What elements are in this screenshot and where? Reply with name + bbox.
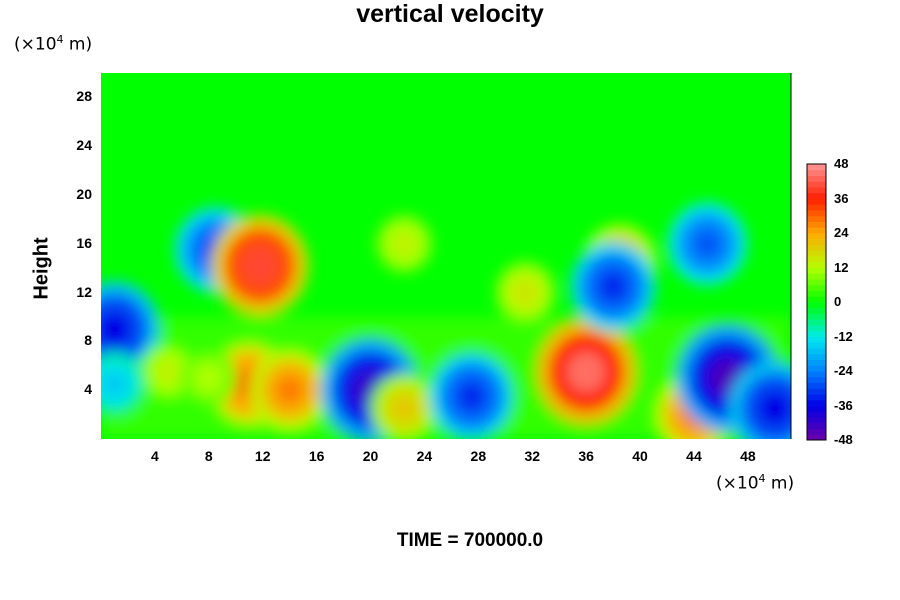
colorbar-level <box>807 233 826 240</box>
colorbar-level <box>807 353 826 360</box>
time-label: TIME = 700000.0 <box>396 530 544 551</box>
feature-core <box>103 372 126 396</box>
y-axis-unit: (×104 m) <box>14 33 93 55</box>
feature-core <box>393 232 416 255</box>
colorbar-level <box>807 302 826 309</box>
colorbar-level <box>807 405 826 412</box>
colorbar-level <box>807 307 826 314</box>
y-tick-label: 28 <box>76 88 92 105</box>
colorbar-level <box>807 428 826 435</box>
feature-core <box>567 351 606 393</box>
feature-core <box>514 280 537 305</box>
feature-core <box>597 269 629 304</box>
x-tick-label: 32 <box>524 448 541 464</box>
feature-core <box>274 374 305 406</box>
x-tick-label: 24 <box>416 448 433 464</box>
y-tick-label: 12 <box>76 283 92 300</box>
colorbar-tick-label: 48 <box>834 156 849 171</box>
colorbar-level <box>807 371 826 378</box>
colorbar-level <box>807 342 826 349</box>
colorbar-level <box>807 313 826 320</box>
colorbar-tick-label: -12 <box>834 328 853 344</box>
colorbar-level <box>807 204 826 211</box>
feature-core <box>391 395 417 422</box>
colorbar-level <box>807 221 826 228</box>
colorbar-level <box>807 359 826 366</box>
colorbar-level <box>807 394 826 401</box>
colorbar-tick-label: -24 <box>834 363 853 378</box>
plot-area <box>101 73 791 439</box>
colorbar <box>806 163 827 441</box>
x-axis-unit: (×104 m) <box>716 472 795 494</box>
colorbar-level <box>807 399 826 406</box>
feature-core <box>198 367 220 389</box>
colorbar-level <box>807 244 826 251</box>
colorbar-level <box>807 319 826 326</box>
colorbar-level <box>807 273 826 280</box>
feature-core <box>692 228 723 260</box>
colorbar-tick-label: -48 <box>834 432 853 447</box>
chart-title: vertical velocity <box>356 0 544 28</box>
colorbar-level <box>807 256 826 263</box>
y-tick-label: 8 <box>84 332 92 349</box>
colorbar-level <box>807 348 826 355</box>
feature-core <box>455 379 488 413</box>
colorbar-level <box>807 187 826 194</box>
colorbar-level <box>807 376 826 383</box>
x-tick-label: 20 <box>362 448 379 464</box>
colorbar-level <box>807 215 826 222</box>
feature-core <box>157 360 180 384</box>
colorbar-tick-label: 0 <box>834 294 842 309</box>
x-tick-label: 40 <box>632 448 648 464</box>
colorbar-level <box>807 267 826 274</box>
colorbar-level <box>807 227 826 234</box>
x-tick-label: 16 <box>308 448 325 464</box>
colorbar-level <box>807 382 826 389</box>
colorbar-level <box>807 417 826 424</box>
colorbar-level <box>807 238 826 245</box>
x-tick-label: 28 <box>470 448 487 464</box>
colorbar-tick-label: 24 <box>834 225 849 240</box>
feature-core <box>242 246 279 285</box>
colorbar-level <box>807 434 826 441</box>
colorbar-level <box>807 336 826 343</box>
colorbar-level <box>807 261 826 268</box>
colorbar-level <box>807 388 826 395</box>
colorbar-level <box>807 330 826 337</box>
x-tick-label: 4 <box>151 448 159 464</box>
colorbar-level <box>807 192 826 199</box>
colorbar-frame <box>806 163 827 441</box>
y-tick-label: 16 <box>76 234 92 251</box>
colorbar-tick-label: 36 <box>834 190 849 206</box>
y-tick-label: 20 <box>76 186 92 202</box>
colorbar-level <box>807 422 826 429</box>
colorbar-level <box>807 181 826 188</box>
colorbar-level <box>807 210 826 217</box>
colorbar-level <box>807 365 826 372</box>
colorbar-level <box>807 290 826 297</box>
colorbar-tick-label: 12 <box>834 259 849 275</box>
x-tick-label: 8 <box>204 448 213 464</box>
x-tick-label: 12 <box>254 448 271 464</box>
x-tick-label: 44 <box>686 448 702 464</box>
x-tick-label: 36 <box>578 448 594 464</box>
colorbar-level <box>807 296 826 303</box>
colorbar-level <box>807 250 826 257</box>
colorbar-level <box>807 411 826 418</box>
y-tick-label: 4 <box>84 381 92 398</box>
x-tick-label: 48 <box>740 448 756 464</box>
colorbar-tick-label: -36 <box>834 397 853 413</box>
colorbar-level <box>807 325 826 332</box>
colorbar-level <box>807 175 826 182</box>
y-tick-label: 24 <box>76 137 92 154</box>
colorbar-level <box>807 279 826 286</box>
colorbar-level <box>807 169 826 176</box>
feature-core <box>757 390 791 427</box>
colorbar-level <box>807 284 826 291</box>
colorbar-level <box>807 198 826 205</box>
colorbar-level <box>807 164 826 171</box>
feature-core <box>101 311 132 347</box>
